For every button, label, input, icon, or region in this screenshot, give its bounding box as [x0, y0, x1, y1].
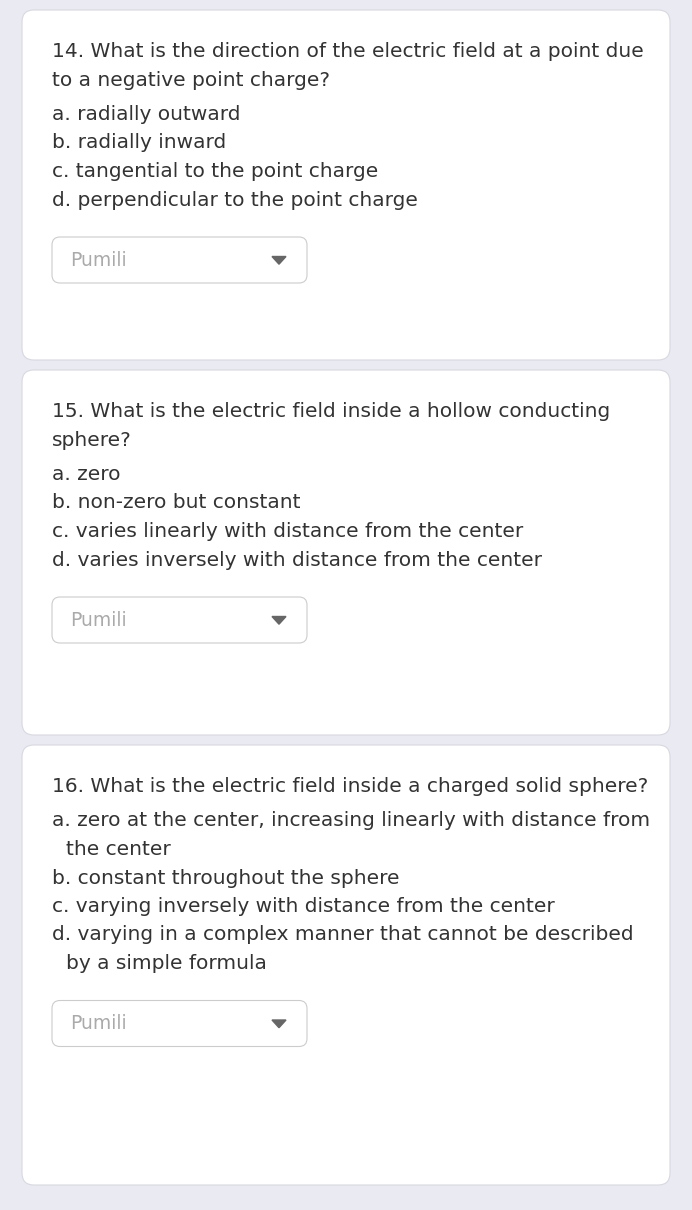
FancyBboxPatch shape	[52, 597, 307, 643]
Text: Pumili: Pumili	[70, 611, 127, 629]
FancyBboxPatch shape	[22, 10, 670, 361]
Polygon shape	[272, 257, 286, 264]
Text: c. varies linearly with distance from the center: c. varies linearly with distance from th…	[52, 522, 523, 541]
Text: 16. What is the electric field inside a charged solid sphere?: 16. What is the electric field inside a …	[52, 777, 648, 796]
Text: Pumili: Pumili	[70, 1014, 127, 1033]
Text: d. varying in a complex manner that cannot be described: d. varying in a complex manner that cann…	[52, 926, 634, 945]
FancyBboxPatch shape	[52, 1001, 307, 1047]
Text: c. tangential to the point charge: c. tangential to the point charge	[52, 162, 379, 182]
Text: b. constant throughout the sphere: b. constant throughout the sphere	[52, 869, 399, 887]
Text: the center: the center	[66, 840, 171, 859]
Text: a. radially outward: a. radially outward	[52, 105, 241, 123]
Polygon shape	[272, 1020, 286, 1027]
Text: b. radially inward: b. radially inward	[52, 133, 226, 152]
Text: a. zero: a. zero	[52, 465, 120, 484]
FancyBboxPatch shape	[22, 370, 670, 734]
Text: sphere?: sphere?	[52, 431, 131, 449]
Text: by a simple formula: by a simple formula	[66, 953, 267, 973]
Text: Pumili: Pumili	[70, 250, 127, 270]
Text: a. zero at the center, increasing linearly with distance from: a. zero at the center, increasing linear…	[52, 812, 650, 830]
Text: 15. What is the electric field inside a hollow conducting: 15. What is the electric field inside a …	[52, 402, 610, 421]
Text: c. varying inversely with distance from the center: c. varying inversely with distance from …	[52, 897, 555, 916]
FancyBboxPatch shape	[52, 237, 307, 283]
Text: b. non-zero but constant: b. non-zero but constant	[52, 494, 300, 513]
Text: d. perpendicular to the point charge: d. perpendicular to the point charge	[52, 190, 418, 209]
Polygon shape	[272, 617, 286, 624]
Text: to a negative point charge?: to a negative point charge?	[52, 70, 330, 90]
FancyBboxPatch shape	[22, 745, 670, 1185]
Text: d. varies inversely with distance from the center: d. varies inversely with distance from t…	[52, 551, 542, 570]
Text: 14. What is the direction of the electric field at a point due: 14. What is the direction of the electri…	[52, 42, 644, 60]
